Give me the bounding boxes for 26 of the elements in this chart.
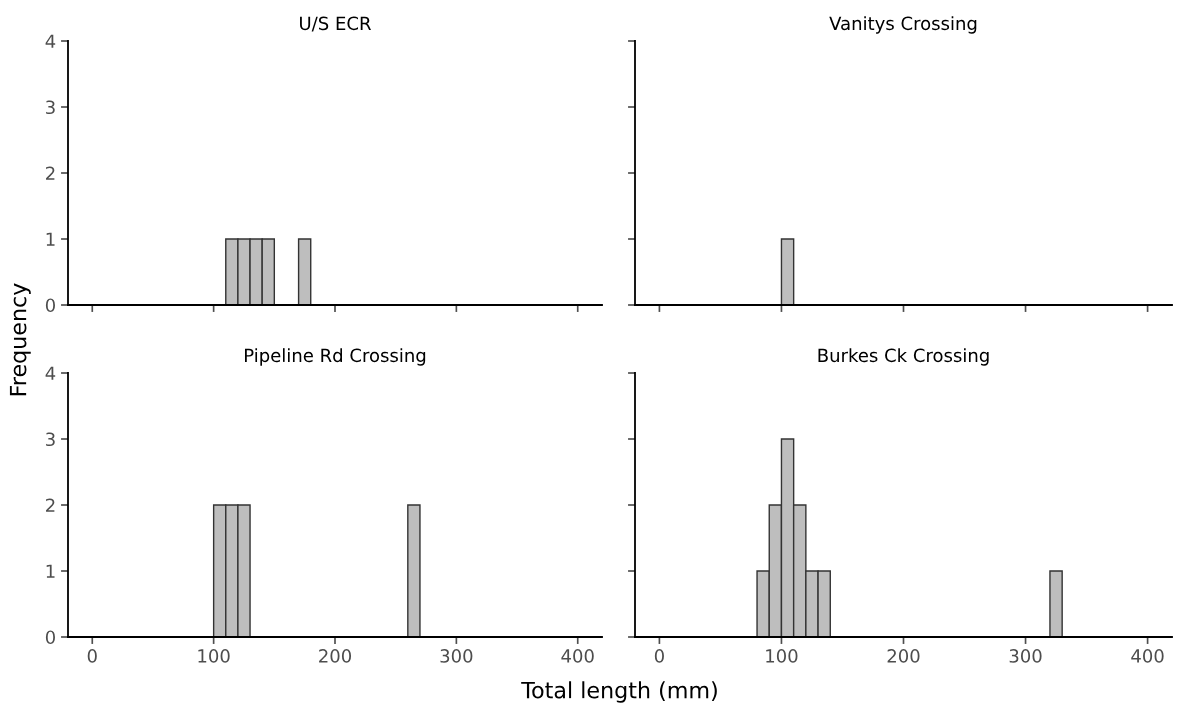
chart-title: U/S ECR	[300, 16, 372, 32]
y-tick-label: 1	[46, 232, 55, 246]
y-tick-label: 2	[46, 166, 55, 180]
x-tick-label: 300	[440, 649, 473, 663]
x-tick-label: 400	[1131, 649, 1164, 663]
x-tick-label: 200	[887, 649, 920, 663]
y-tick-label: 4	[45, 366, 56, 380]
chart-title: Burkes Ck Crossing	[818, 348, 989, 366]
x-tick-label: 0	[654, 649, 664, 663]
y-tick-label: 0	[45, 630, 55, 645]
y-tick-label: 4	[45, 34, 56, 48]
y-axis-title: Frequency	[9, 283, 31, 396]
x-axis-title: Total length (mm)	[521, 681, 717, 703]
x-tick-label: 0	[87, 649, 97, 663]
chart-title: Pipeline Rd Crossing	[245, 348, 426, 366]
x-tick-label: 100	[198, 649, 230, 663]
y-tick-label: 0	[45, 298, 55, 313]
chart-title: Vanitys Crossing	[829, 16, 977, 34]
x-tick-label: 300	[1009, 649, 1042, 663]
x-tick-label: 200	[319, 649, 352, 663]
y-tick-label: 3	[46, 432, 55, 447]
x-tick-label: 100	[766, 649, 798, 663]
y-tick-label: 1	[46, 564, 55, 578]
y-tick-label: 3	[46, 100, 55, 115]
x-tick-label: 400	[561, 649, 594, 663]
y-tick-label: 2	[46, 498, 55, 512]
